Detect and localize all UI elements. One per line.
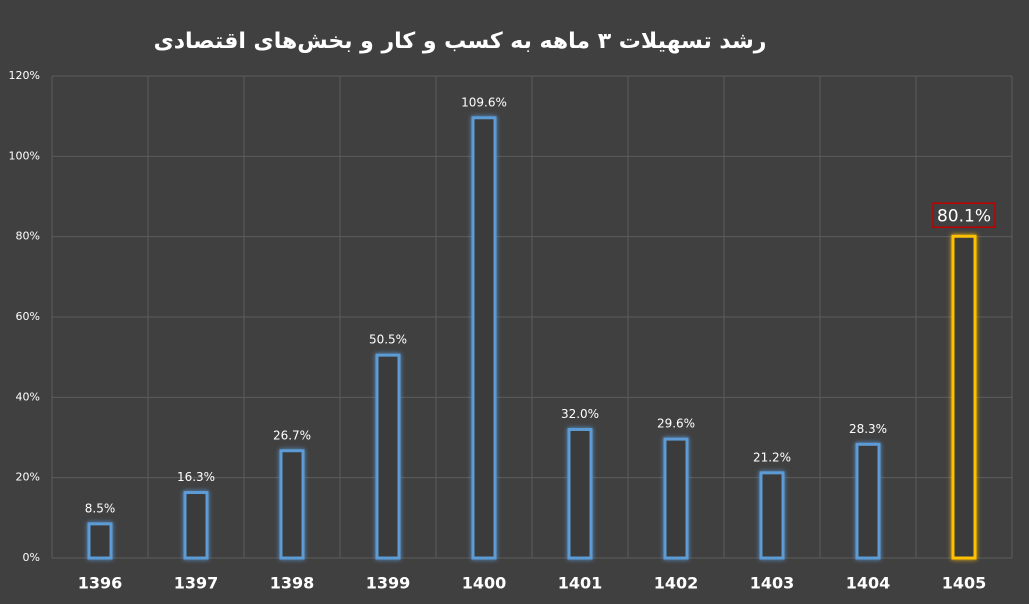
x-tick-label: 1401 (558, 574, 603, 593)
value-label: 16.3% (177, 470, 215, 484)
value-label: 21.2% (753, 450, 791, 464)
bar (759, 471, 785, 560)
value-label: 50.5% (369, 333, 407, 347)
y-tick-label: 20% (16, 471, 40, 484)
y-tick-label: 100% (9, 149, 40, 162)
y-tick-label: 60% (16, 310, 40, 323)
value-label: 109.6% (461, 95, 507, 109)
y-tick-label: 40% (16, 390, 40, 403)
bar (183, 491, 209, 560)
x-tick-label: 1404 (846, 574, 891, 593)
bar (87, 522, 113, 560)
x-tick-label: 1402 (654, 574, 699, 593)
value-label: 32.0% (561, 407, 599, 421)
value-label: 80.1% (937, 206, 991, 226)
x-tick-label: 1399 (366, 574, 411, 593)
y-tick-label: 120% (9, 69, 40, 82)
x-tick-label: 1396 (78, 574, 123, 593)
value-label: 8.5% (85, 501, 116, 515)
bar (279, 449, 305, 560)
value-label: 29.6% (657, 417, 695, 431)
value-label: 26.7% (273, 428, 311, 442)
x-tick-label: 1397 (174, 574, 219, 593)
value-label: 28.3% (849, 422, 887, 436)
bar (375, 353, 401, 560)
bar (471, 116, 497, 560)
y-tick-label: 0% (23, 551, 40, 564)
x-tick-label: 1403 (750, 574, 795, 593)
x-tick-label: 1400 (462, 574, 507, 593)
chart-title: رشد تسهیلات ۳ ماهه به کسب و کار و بخش‌ها… (154, 29, 767, 54)
x-tick-label: 1405 (942, 574, 987, 593)
bar (663, 437, 689, 560)
y-tick-label: 80% (16, 230, 40, 243)
bar (855, 442, 881, 560)
x-tick-label: 1398 (270, 574, 315, 593)
bar (567, 427, 593, 560)
value-label-box (932, 202, 996, 229)
bar (951, 234, 977, 560)
